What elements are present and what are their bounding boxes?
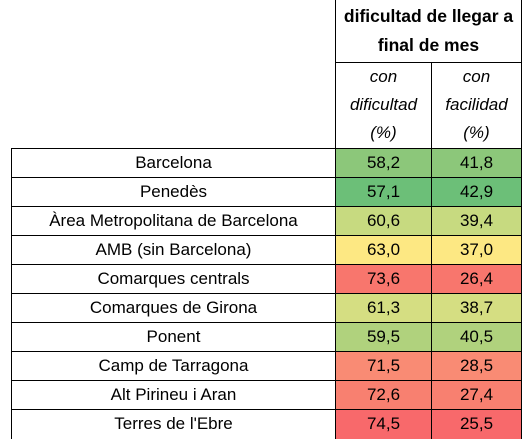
header-title: dificultad de llegar a final de mes (336, 2, 521, 60)
col2-line2: facilidad (445, 95, 508, 114)
table-row[interactable]: Comarques centrals 73,6 26,4 (11, 264, 522, 293)
header-title-line1: dificultad de llegar a (343, 6, 514, 26)
region-cell[interactable]: Camp de Tarragona (11, 352, 335, 380)
col1-line1: con (369, 67, 398, 86)
table-header: dificultad de llegar a final de mes con … (335, 0, 522, 148)
facilidad-cell[interactable]: 27,4 (431, 381, 522, 409)
dificultad-cell[interactable]: 61,3 (335, 294, 431, 322)
column-header-dificultad: con dificultad (%) (336, 63, 431, 148)
facilidad-cell[interactable]: 42,9 (431, 178, 522, 206)
table-row[interactable]: Comarques de Girona 61,3 38,7 (11, 293, 522, 322)
table-row[interactable]: Camp de Tarragona 71,5 28,5 (11, 351, 522, 380)
facilidad-cell[interactable]: 25,5 (431, 410, 522, 439)
col1-line2: dificultad (349, 95, 418, 114)
facilidad-cell[interactable]: 41,8 (431, 149, 522, 177)
table-row[interactable]: Penedès 57,1 42,9 (11, 177, 522, 206)
col1-line3: (%) (370, 123, 397, 142)
col2-line3: (%) (463, 123, 490, 142)
region-cell[interactable]: AMB (sin Barcelona) (11, 236, 335, 264)
table-row[interactable]: Terres de l'Ebre 74,5 25,5 (11, 409, 522, 439)
header-divider (336, 62, 521, 63)
region-cell[interactable]: Alt Pirineu i Aran (11, 381, 335, 409)
facilidad-cell[interactable]: 39,4 (431, 207, 522, 235)
facilidad-cell[interactable]: 28,5 (431, 352, 522, 380)
table-row[interactable]: Àrea Metropolitana de Barcelona 60,6 39,… (11, 206, 522, 235)
dificultad-cell[interactable]: 71,5 (335, 352, 431, 380)
region-cell[interactable]: Penedès (11, 178, 335, 206)
table-row[interactable]: Alt Pirineu i Aran 72,6 27,4 (11, 380, 522, 409)
region-cell[interactable]: Ponent (11, 323, 335, 351)
region-cell[interactable]: Comarques centrals (11, 265, 335, 293)
dificultad-cell[interactable]: 63,0 (335, 236, 431, 264)
dificultad-cell[interactable]: 74,5 (335, 410, 431, 439)
dificultad-cell[interactable]: 58,2 (335, 149, 431, 177)
table-body: Barcelona 58,2 41,8 Penedès 57,1 42,9 Àr… (11, 148, 522, 439)
table-row[interactable]: AMB (sin Barcelona) 63,0 37,0 (11, 235, 522, 264)
column-header-facilidad: con facilidad (%) (432, 63, 521, 148)
region-cell[interactable]: Àrea Metropolitana de Barcelona (11, 207, 335, 235)
facilidad-cell[interactable]: 37,0 (431, 236, 522, 264)
table-row[interactable]: Ponent 59,5 40,5 (11, 322, 522, 351)
facilidad-cell[interactable]: 26,4 (431, 265, 522, 293)
facilidad-cell[interactable]: 38,7 (431, 294, 522, 322)
header-column-separator (431, 63, 432, 148)
dificultad-cell[interactable]: 57,1 (335, 178, 431, 206)
header-title-line2: final de mes (377, 35, 480, 55)
col2-line1: con (462, 67, 491, 86)
region-cell[interactable]: Barcelona (11, 149, 335, 177)
region-cell[interactable]: Terres de l'Ebre (11, 410, 335, 439)
dificultad-cell[interactable]: 72,6 (335, 381, 431, 409)
dificultad-cell[interactable]: 73,6 (335, 265, 431, 293)
region-cell[interactable]: Comarques de Girona (11, 294, 335, 322)
facilidad-cell[interactable]: 40,5 (431, 323, 522, 351)
dificultad-cell[interactable]: 60,6 (335, 207, 431, 235)
dificultad-cell[interactable]: 59,5 (335, 323, 431, 351)
table-row[interactable]: Barcelona 58,2 41,8 (11, 148, 522, 177)
